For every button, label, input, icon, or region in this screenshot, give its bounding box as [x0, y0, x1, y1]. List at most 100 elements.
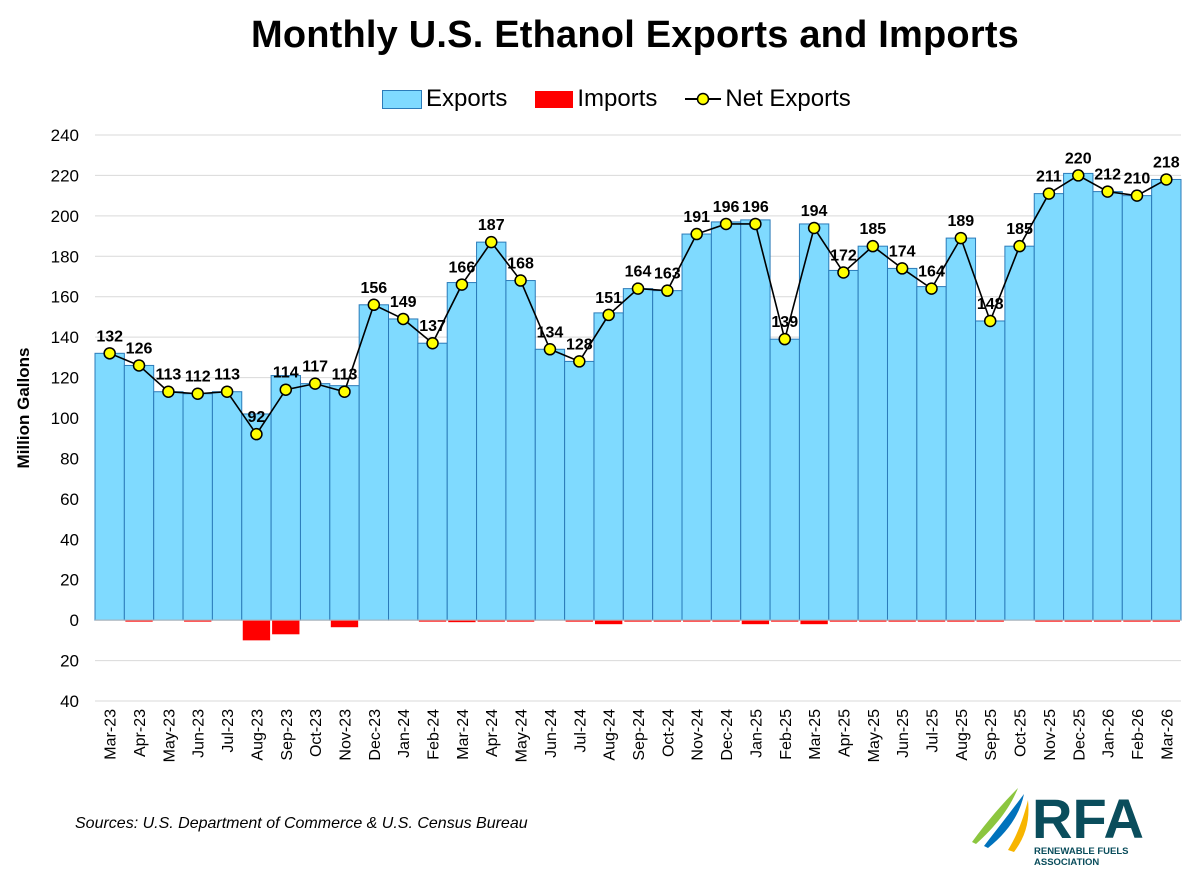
net-exports-point	[1101, 185, 1114, 198]
x-tick-label: Aug-23	[249, 709, 266, 761]
legend-item-exports: Exports	[382, 85, 507, 113]
net-exports-point	[162, 385, 175, 398]
net-exports-data-label: 148	[977, 296, 1004, 313]
x-tick-label: Dec-23	[367, 709, 384, 761]
x-tick-label: Jan-25	[748, 709, 765, 758]
net-exports-data-label: 156	[360, 280, 387, 297]
export-bar	[1092, 191, 1123, 621]
export-bar	[652, 290, 683, 621]
net-exports-point	[279, 383, 293, 396]
export-bar	[153, 391, 184, 621]
import-bar	[1123, 620, 1151, 622]
y-tick-label: 0	[70, 611, 79, 630]
export-bar	[622, 288, 654, 621]
net-exports-data-label: 112	[185, 369, 211, 386]
net-exports-data-label: 168	[507, 256, 534, 273]
x-tick-label: Oct-24	[660, 709, 677, 757]
export-bar	[916, 286, 947, 621]
x-tick-label: Mar-24	[455, 709, 472, 760]
import-bar	[242, 620, 271, 641]
net-exports-data-label: 113	[155, 367, 181, 384]
net-exports-point	[396, 312, 410, 326]
export-bar	[270, 375, 301, 621]
net-exports-data-label: 189	[948, 213, 975, 230]
net-exports-data-label: 196	[742, 199, 769, 216]
y-tick-label: 200	[51, 207, 79, 226]
export-bar	[769, 338, 800, 621]
net-exports-data-label: 163	[654, 266, 681, 283]
export-bar	[123, 364, 155, 621]
import-bar	[418, 620, 447, 622]
x-tick-label: Nov-25	[1042, 709, 1059, 761]
import-bar	[917, 620, 946, 622]
net-exports-point	[103, 347, 116, 360]
net-exports-data-label: 132	[96, 328, 123, 345]
net-exports-data-label: 172	[830, 247, 857, 264]
net-exports-data-label: 194	[801, 203, 828, 220]
net-exports-data-label: 113	[332, 367, 358, 384]
y-tick-label: 220	[51, 166, 79, 185]
import-bar	[184, 620, 212, 622]
net-exports-point	[690, 227, 703, 241]
y-tick-label: 180	[51, 247, 79, 266]
rfa-logo: RFA RENEWABLE FUELS ASSOCIATION	[972, 787, 1144, 866]
x-tick-label: Dec-25	[1071, 709, 1088, 761]
net-exports-data-label: 218	[1153, 154, 1180, 171]
legend-item-imports: Imports	[535, 85, 657, 113]
import-bar	[624, 620, 652, 622]
import-bar	[448, 620, 476, 623]
y-tick-label: 100	[51, 409, 79, 428]
x-tick-label: Sep-24	[631, 709, 648, 761]
import-bar	[125, 620, 153, 622]
x-tick-label: Mar-23	[103, 709, 120, 760]
export-bar	[681, 233, 712, 621]
x-tick-label: Dec-24	[719, 709, 736, 761]
net-exports-data-label: 211	[1036, 169, 1062, 186]
import-bar	[477, 620, 505, 622]
export-bar	[857, 245, 888, 621]
export-bar	[975, 320, 1006, 621]
export-bar	[1033, 193, 1065, 621]
net-exports-point	[543, 343, 557, 356]
net-exports-point	[1042, 187, 1056, 200]
export-bar	[241, 413, 272, 621]
legend-label-net-exports: Net Exports	[725, 85, 851, 112]
x-tick-label: Jan-26	[1101, 709, 1118, 758]
net-exports-point	[250, 427, 263, 441]
net-exports-point	[367, 298, 381, 312]
net-exports-data-label: 113	[214, 367, 240, 384]
x-tick-label: Feb-24	[426, 709, 443, 760]
legend-label-imports: Imports	[577, 85, 658, 112]
y-tick-label: 20	[60, 652, 79, 671]
net-exports-point	[220, 385, 234, 398]
x-tick-label: Jul-25	[925, 709, 942, 753]
net-exports-point	[954, 231, 968, 245]
export-bar	[211, 391, 243, 621]
import-bar	[683, 620, 711, 622]
net-exports-data-label: 128	[566, 336, 593, 353]
export-bar	[1151, 178, 1182, 621]
export-bar	[182, 393, 213, 621]
net-exports-point	[308, 377, 322, 390]
net-exports-point	[661, 284, 674, 297]
import-bar	[272, 620, 300, 635]
net-exports-data-label: 164	[918, 264, 945, 281]
net-exports-data-label: 187	[478, 217, 505, 234]
y-axis-title: Million Gallons	[14, 348, 33, 469]
net-exports-data-label: 151	[595, 290, 622, 307]
x-tick-label: May-24	[514, 709, 531, 762]
x-tick-label: Jun-25	[895, 709, 912, 758]
x-tick-label: Aug-25	[954, 709, 971, 761]
import-bar	[800, 620, 828, 625]
x-tick-label: Nov-24	[690, 709, 707, 761]
export-bar	[358, 304, 390, 621]
net-exports-point	[426, 336, 439, 350]
net-exports-point	[749, 217, 762, 231]
net-exports-point	[1072, 169, 1085, 182]
net-exports-point	[573, 355, 586, 368]
net-exports-point	[602, 308, 615, 322]
y-tick-label: 160	[51, 288, 79, 307]
x-tick-label: Oct-25	[1013, 709, 1030, 757]
x-tick-label: Sep-23	[279, 709, 296, 761]
net-exports-data-label: 185	[859, 221, 886, 238]
